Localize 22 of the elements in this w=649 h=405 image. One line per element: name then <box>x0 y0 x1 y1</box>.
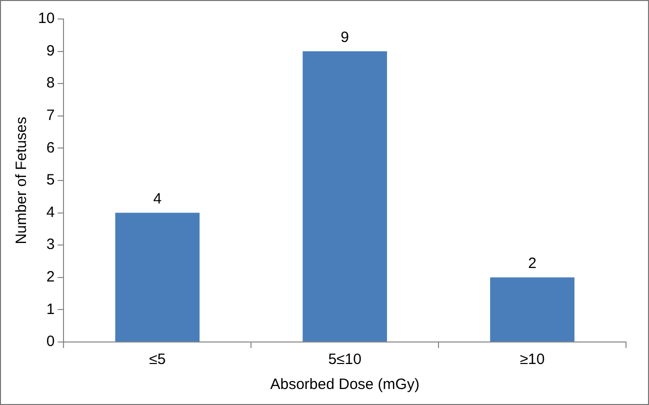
y-tick-label: 3 <box>46 236 55 254</box>
y-tick-label: 8 <box>46 74 55 92</box>
bar <box>490 277 574 342</box>
y-tick-label: 10 <box>38 10 55 28</box>
y-tick-label: 9 <box>46 42 55 60</box>
data-label: 4 <box>153 190 162 208</box>
data-label: 9 <box>340 28 350 46</box>
y-axis-title: Number of Fetuses <box>13 116 30 244</box>
y-tick-label: 7 <box>46 107 55 124</box>
y-tick-label: 2 <box>46 268 55 286</box>
y-tick-label: 6 <box>46 139 55 156</box>
x-tick-label: ≥10 <box>520 351 545 368</box>
bar <box>115 212 200 342</box>
y-tick-label: 4 <box>46 204 55 221</box>
y-tick-label: 0 <box>46 333 55 350</box>
y-tick-label: 5 <box>46 172 55 189</box>
bar <box>302 51 388 342</box>
y-tick-label: 1 <box>46 300 55 318</box>
x-tick-label: 5≤10 <box>328 351 362 368</box>
x-tick-label: ≤5 <box>149 351 166 368</box>
x-axis-title: Absorbed Dose (mGy) <box>270 376 420 394</box>
data-label: 2 <box>528 255 536 272</box>
